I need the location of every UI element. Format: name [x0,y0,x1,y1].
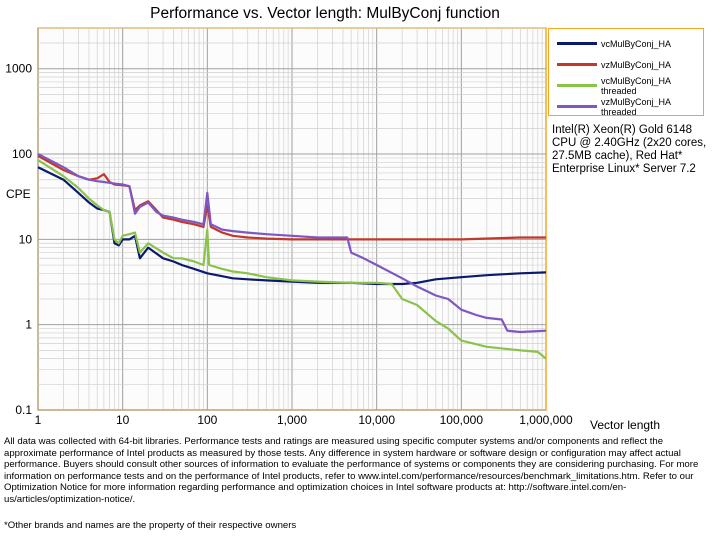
x-axis-title: Vector length [590,418,661,432]
x-tick-label: 100 [197,413,217,427]
series-line [37,153,547,334]
legend-item: vzMulByConj_HA [557,54,703,75]
legend-label: vzMulByConj_HA threaded [601,96,671,117]
x-tick-label: 100,000 [440,413,484,427]
disclaimer: All data was collected with 64-bit libra… [4,436,708,506]
series-line [37,159,547,360]
legend-swatch [557,42,597,45]
y-axis-title: CPE [6,187,31,201]
y-tick-label: 1000 [5,62,32,76]
y-tick-label: 1 [25,318,32,332]
legend-label: vzMulByConj_HA [601,59,672,70]
series-lines [37,153,547,360]
x-tick-label: 1,000,000 [519,413,573,427]
disclaimer-text: All data was collected with 64-bit libra… [4,436,699,505]
tick-labels: 1 10 100 1,000 10,000 100,000 1,000,0000.11101… [5,62,573,427]
y-tick-label: 10 [19,232,33,246]
legend-swatch [557,105,597,108]
legend: vcMulByConj_HA vzMulByConj_HA vcMulByConj_… [548,28,704,117]
x-tick-label: 10 [116,413,130,427]
series-line [37,154,546,241]
chart-title: Performance vs. Vector length: MulByConj… [150,5,500,22]
legend-label: vcMulByConj_HA threaded [601,75,671,96]
legend-swatch [557,84,597,87]
footnote: *Other brands and names are the property… [4,520,297,531]
legend-item: vcMulByConj_HA threaded [557,75,703,96]
system-note: Intel(R) Xeon(R) Gold 6148 CPU @ 2.40GHz… [552,124,707,175]
x-tick-label: 10,000 [358,413,395,427]
y-tick-label: 100 [12,147,32,161]
legend-item: vcMulByConj_HA [557,33,703,54]
legend-swatch [557,63,597,66]
x-tick-label: 1 [35,413,42,427]
grid [37,27,546,411]
legend-item: vzMulByConj_HA threaded [557,96,703,117]
x-tick-label: 1,000 [277,413,307,427]
y-tick-label: 0.1 [15,403,32,417]
legend-label: vcMulByConj_HA [601,38,672,49]
